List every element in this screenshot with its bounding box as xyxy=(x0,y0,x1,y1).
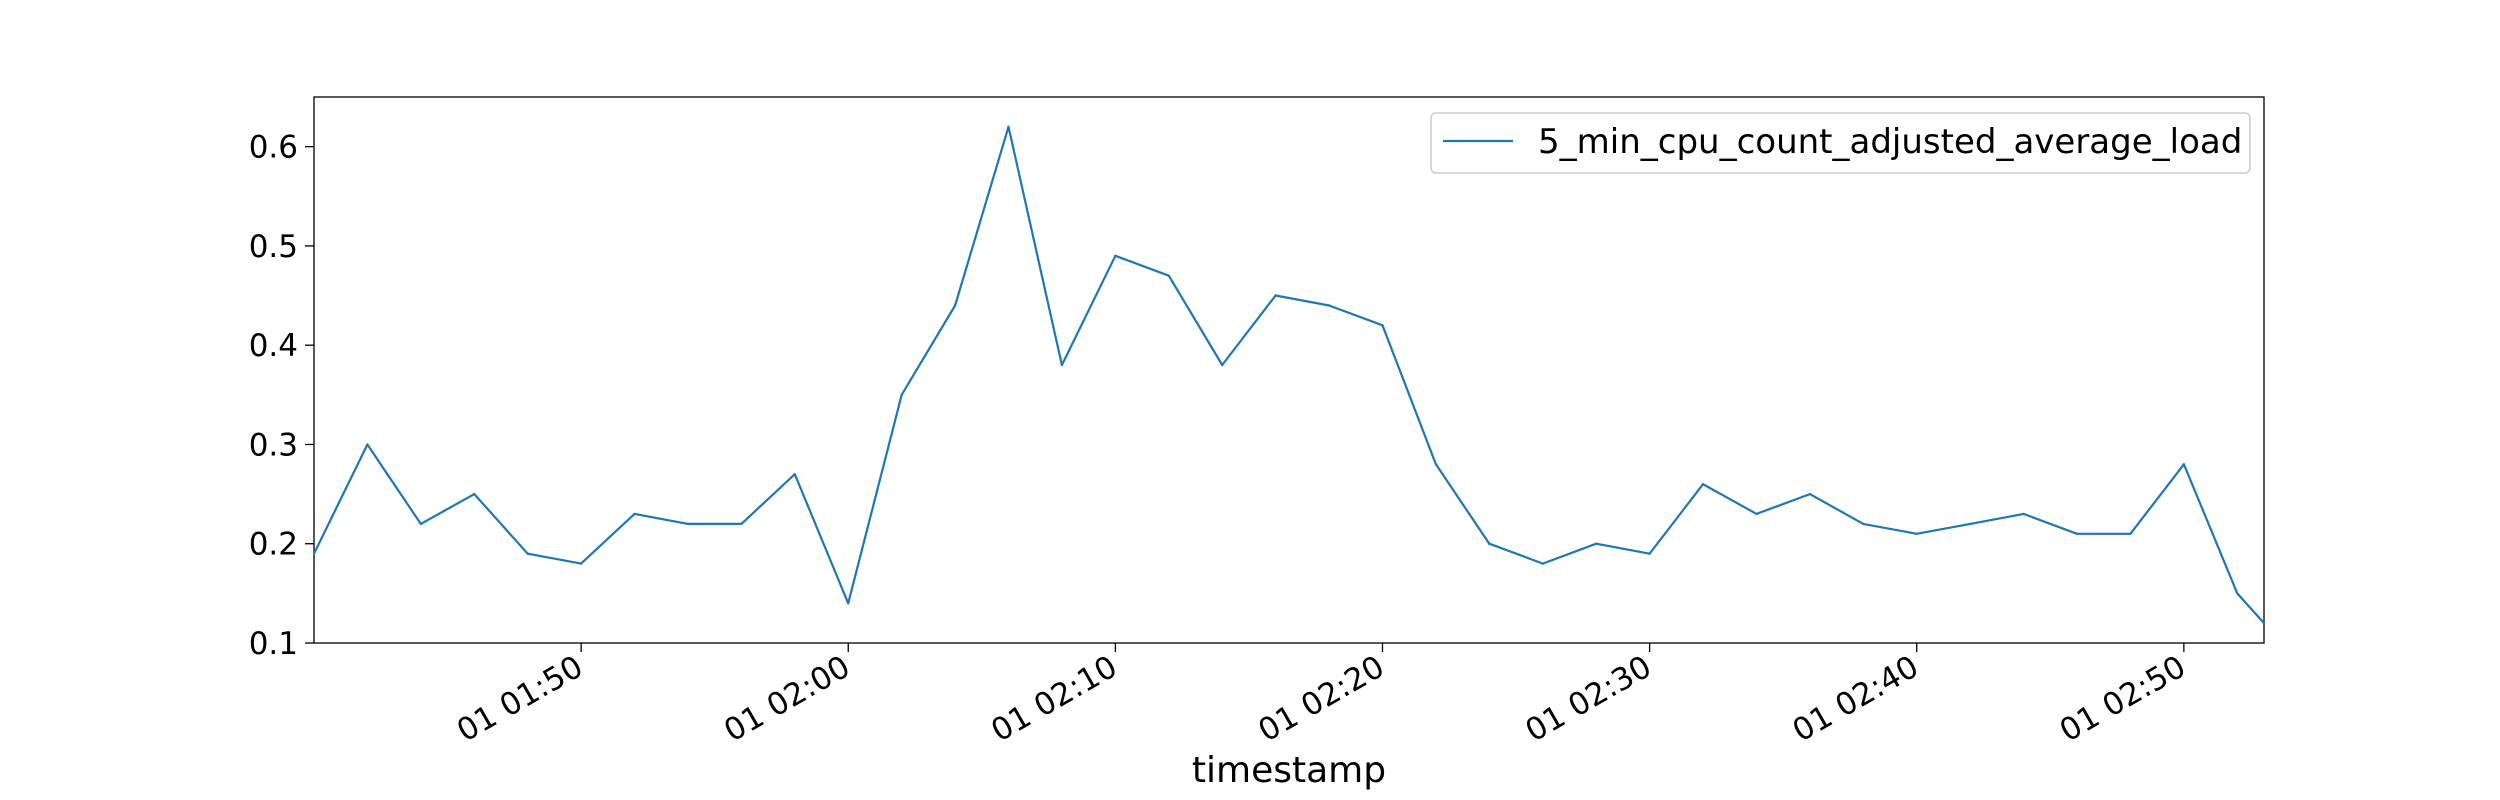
y-axis: 0.1 0.2 0.3 0.4 0.5 0.6 xyxy=(249,130,314,662)
data-point xyxy=(1755,512,1758,516)
y-tick-label: 0.3 xyxy=(249,427,298,463)
data-point xyxy=(793,473,796,476)
data-point xyxy=(1701,483,1705,486)
data-point xyxy=(2075,532,2079,535)
data-point xyxy=(1969,522,1972,526)
data-point xyxy=(1114,254,1117,257)
data-point xyxy=(1007,125,1010,128)
data-point xyxy=(1595,542,1598,545)
legend-frame xyxy=(1430,112,2251,174)
y-tick-label: 0.6 xyxy=(249,130,298,166)
data-point xyxy=(366,443,369,446)
data-point xyxy=(1488,542,1491,545)
data-point xyxy=(2129,532,2132,535)
data-point xyxy=(2182,463,2186,466)
y-tick-label: 0.4 xyxy=(249,328,298,364)
data-point xyxy=(847,602,850,605)
data-point xyxy=(900,393,903,396)
data-point xyxy=(633,512,636,516)
data-point xyxy=(1915,532,1918,535)
data-point xyxy=(526,552,529,555)
data-point xyxy=(1167,274,1171,277)
data-point xyxy=(1060,363,1064,367)
data-point xyxy=(1648,552,1651,555)
data-point xyxy=(2262,621,2266,625)
x-axis-label: timestamp xyxy=(1192,750,1386,791)
data-point xyxy=(953,304,957,307)
data-point xyxy=(1808,492,1812,496)
data-point xyxy=(1327,304,1331,307)
series-line xyxy=(313,125,2265,624)
data-point xyxy=(312,552,316,555)
data-point xyxy=(1381,324,1384,327)
series-layer xyxy=(312,125,2266,625)
data-point xyxy=(686,522,690,526)
y-tick-label: 0.1 xyxy=(249,626,298,662)
legend: 5_min_cpu_count_adjusted_average_load xyxy=(1430,112,2251,174)
data-point xyxy=(1862,522,1865,526)
data-point xyxy=(740,522,743,526)
data-point xyxy=(419,522,422,526)
data-point xyxy=(2236,592,2239,595)
data-point xyxy=(473,492,476,496)
data-point xyxy=(1274,294,1277,297)
data-point xyxy=(579,562,583,565)
data-point xyxy=(2022,512,2025,516)
y-tick-label: 0.5 xyxy=(249,229,298,265)
data-point xyxy=(1221,363,1224,367)
y-tick-label: 0.2 xyxy=(249,527,298,563)
data-point xyxy=(1541,562,1545,565)
plot-frame xyxy=(313,96,2265,644)
data-point xyxy=(1434,463,1438,466)
legend-label: 5_min_cpu_count_adjusted_average_load xyxy=(1538,122,2242,162)
